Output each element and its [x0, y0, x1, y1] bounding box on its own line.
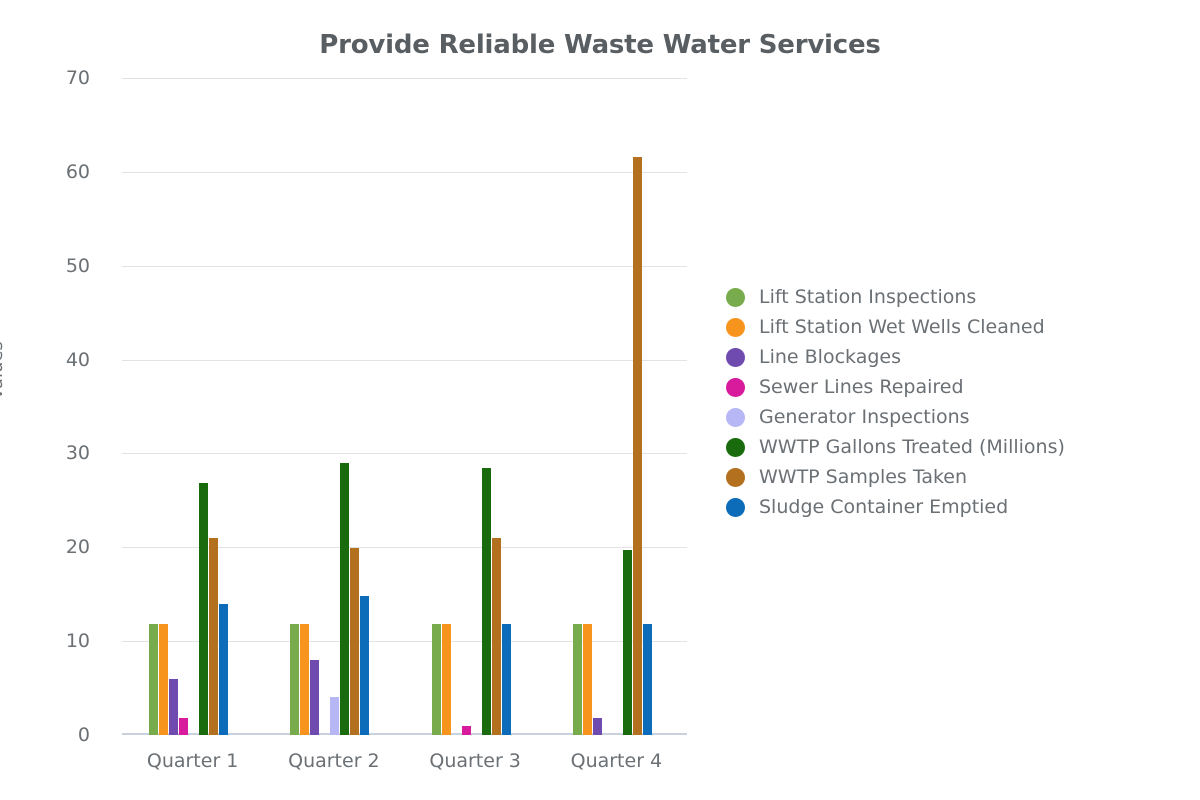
bar [431, 624, 441, 735]
bar [572, 624, 582, 735]
bar [632, 156, 642, 735]
legend-swatch-icon [726, 287, 745, 307]
bar [159, 624, 168, 735]
x-axis-tick-3: Quarter 3 [429, 750, 521, 772]
bar [491, 537, 501, 735]
bar [179, 718, 188, 735]
bar [592, 718, 602, 735]
bar [219, 603, 228, 735]
bar [209, 537, 218, 735]
bar [300, 624, 310, 735]
x-axis-tick-2: Quarter 2 [288, 750, 380, 772]
y-axis-tick-10: 10 [65, 630, 90, 653]
legend-swatch-icon [726, 347, 745, 367]
legend-item[interactable]: WWTP Gallons Treated (Millions) [726, 432, 1186, 462]
y-axis-tick-20: 20 [65, 536, 90, 559]
legend-swatch-icon [726, 437, 745, 457]
bar [310, 659, 320, 735]
bar [290, 624, 300, 735]
legend-item[interactable]: Sludge Container Emptied [726, 492, 1186, 522]
y-axis-tick-60: 60 [65, 160, 90, 183]
legend-swatch-icon [726, 407, 745, 427]
x-axis-tick-1: Quarter 1 [146, 750, 239, 772]
bar [199, 482, 208, 735]
bar [169, 678, 178, 735]
legend-swatch-icon [726, 317, 745, 337]
legend-item[interactable]: Line Blockages [726, 342, 1186, 372]
y-axis-tick-40: 40 [65, 348, 90, 371]
bar [340, 462, 350, 735]
bar [461, 725, 471, 735]
y-axis-title: Values [0, 341, 7, 400]
gridline [122, 453, 687, 455]
legend-item-label: Lift Station Inspections [759, 285, 977, 308]
legend-item-label: Line Blockages [759, 345, 901, 368]
legend-item[interactable]: WWTP Samples Taken [726, 462, 1186, 492]
legend-item-label: Lift Station Wet Wells Cleaned [759, 315, 1045, 338]
bar [149, 624, 158, 735]
gridline [122, 265, 687, 267]
x-axis-tick-4: Quarter 4 [570, 750, 663, 772]
bar [481, 468, 491, 735]
y-axis-tick-labels: 0 10 20 30 40 50 60 70 [0, 67, 104, 746]
chart-legend: Lift Station Inspections Lift Station Wet… [726, 282, 1186, 522]
legend-swatch-icon [726, 467, 745, 487]
gridline [122, 78, 687, 79]
legend-item-label: Sewer Lines Repaired [759, 375, 964, 398]
legend-item-label: WWTP Gallons Treated (Millions) [759, 435, 1065, 458]
legend-item[interactable]: Generator Inspections [726, 402, 1186, 432]
bar [642, 624, 652, 735]
gridline [122, 641, 687, 643]
legend-item[interactable]: Sewer Lines Repaired [726, 372, 1186, 402]
bar [330, 697, 340, 735]
bar [441, 624, 451, 735]
gridline [122, 547, 687, 549]
legend-item-label: Sludge Container Emptied [759, 495, 1009, 518]
legend-swatch-icon [726, 497, 745, 517]
bar [622, 550, 632, 735]
bar [360, 596, 370, 735]
chart-title: Provide Reliable Waste Water Services [319, 30, 881, 60]
x-axis-tick-labels: Quarter 1 Quarter 2 Quarter 3 Quarter 4 [122, 750, 687, 780]
gridline [122, 359, 687, 361]
legend-item-label: Generator Inspections [759, 405, 970, 428]
y-axis-tick-50: 50 [65, 254, 90, 277]
legend-item[interactable]: Lift Station Wet Wells Cleaned [726, 312, 1186, 342]
legend-item-label: WWTP Samples Taken [759, 465, 968, 488]
y-axis-tick-70: 70 [65, 67, 90, 89]
bar [582, 624, 592, 735]
gridline [122, 171, 687, 173]
bar [350, 548, 360, 735]
y-axis-tick-30: 30 [65, 442, 90, 465]
y-axis-tick-0: 0 [77, 724, 90, 746]
legend-item[interactable]: Lift Station Inspections [726, 282, 1186, 312]
plot-area [122, 78, 687, 735]
legend-swatch-icon [726, 377, 745, 397]
axis-baseline [122, 733, 687, 735]
bar [501, 624, 511, 735]
